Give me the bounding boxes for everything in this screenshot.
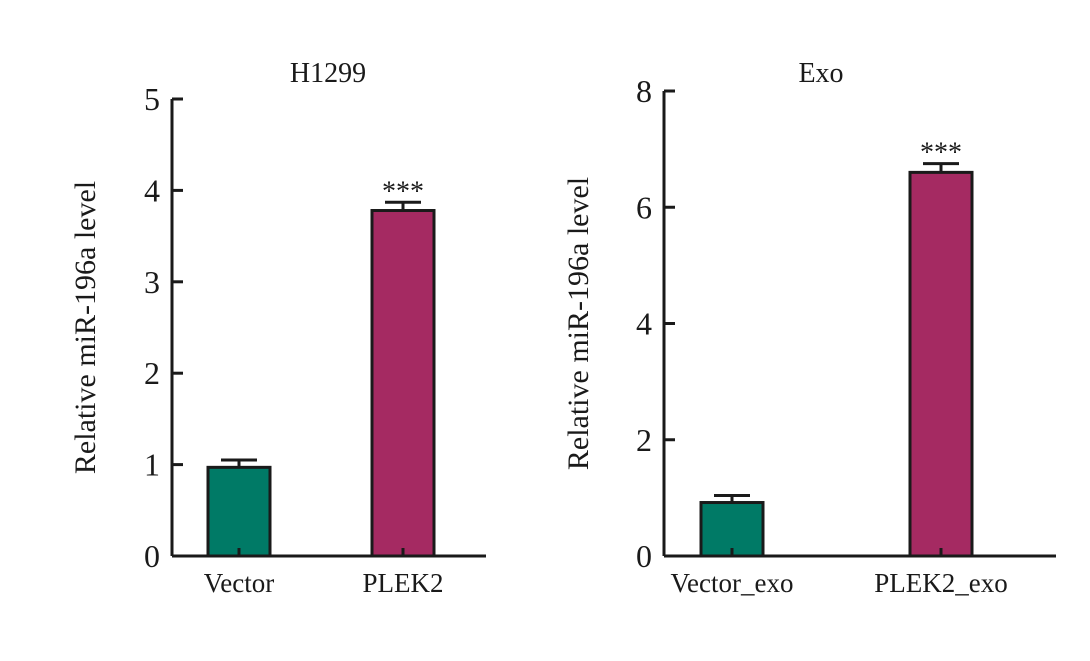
chart-panel-h1299: H1299 Relative miR-196a level 0 1 2 3 4 5 Vector… xyxy=(69,58,486,598)
chart-title: Exo xyxy=(798,58,843,89)
y-tick-label: 5 xyxy=(144,81,160,117)
y-tick-label: 2 xyxy=(636,422,652,458)
bar xyxy=(699,501,765,558)
y-tick-label: 3 xyxy=(144,264,160,300)
y-axis-label: Relative miR-196a level xyxy=(69,181,102,474)
bar xyxy=(370,209,436,558)
x-tick-label: Vector_exo xyxy=(671,568,794,598)
chart-title: H1299 xyxy=(290,58,366,89)
bar xyxy=(908,170,974,558)
x-tick-label: Vector xyxy=(204,568,274,598)
y-tick-label: 4 xyxy=(144,172,160,208)
x-tick-label: PLEK2 xyxy=(363,568,444,598)
y-tick-label: 2 xyxy=(144,355,160,391)
y-tick-label: 6 xyxy=(636,189,652,225)
chart-panel-exo: Exo Relative miR-196a level 0 2 4 6 8 Vector_ex… xyxy=(562,58,1056,598)
y-tick-label: 8 xyxy=(636,73,652,109)
bar xyxy=(206,465,272,558)
significance-label: *** xyxy=(920,138,962,169)
y-tick-label: 0 xyxy=(144,538,160,574)
x-tick-label: PLEK2_exo xyxy=(874,568,1007,598)
y-tick-label: 4 xyxy=(636,306,652,342)
y-tick-label: 0 xyxy=(636,538,652,574)
significance-label: *** xyxy=(382,176,424,207)
y-axis-label: Relative miR-196a level xyxy=(562,177,595,470)
y-tick-label: 1 xyxy=(144,447,160,483)
